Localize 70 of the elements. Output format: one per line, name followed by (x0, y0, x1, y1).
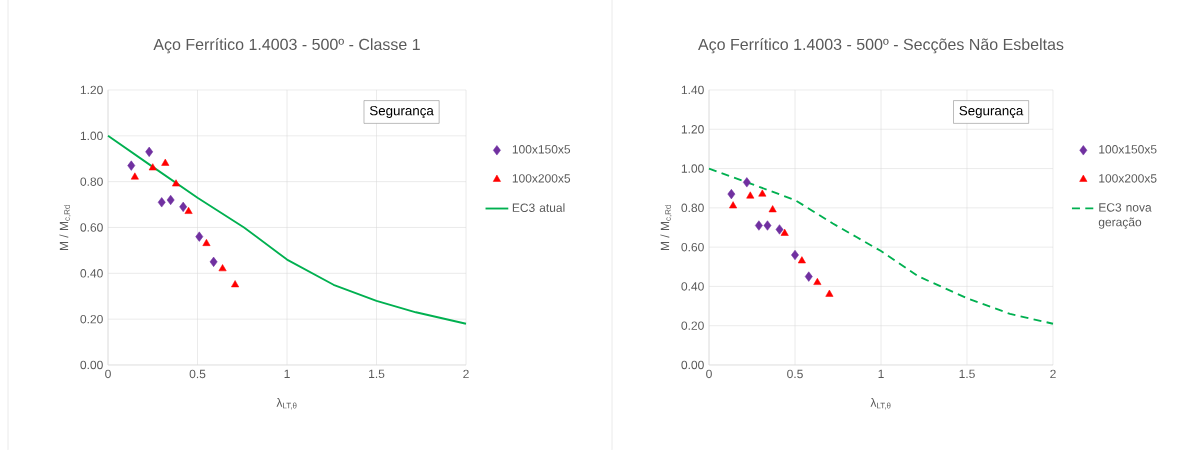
y-tick-label: 1.40 (681, 85, 704, 95)
y-tick-label: 0.80 (80, 177, 103, 186)
line-series (107, 134, 467, 325)
point (763, 220, 772, 231)
annotation: Segurança (959, 105, 1024, 119)
point (780, 228, 789, 236)
legend-label: 100x200x5 (1099, 174, 1157, 183)
y-tick-label: 0.00 (681, 360, 704, 370)
point (184, 206, 193, 214)
x-tick-label: 0.5 (787, 369, 803, 379)
point (804, 271, 813, 282)
point (729, 201, 738, 209)
annotation: Segurança (369, 105, 434, 119)
x-tick-label: 2 (1050, 369, 1056, 379)
x-tick-label: 1.5 (369, 369, 385, 379)
point (202, 238, 211, 246)
x-tick-label: 1.5 (959, 369, 975, 379)
y-tick-label: 1.20 (681, 125, 704, 134)
point (209, 256, 218, 267)
x-axis-title: λ$_{LT,θ}$ (276, 398, 297, 410)
y-axis-title: M / M$_{c,Rd}$ (59, 205, 71, 251)
point (148, 163, 157, 171)
point (172, 179, 180, 187)
y-tick-label: 0.40 (80, 269, 103, 278)
y-tick-label: 0.60 (80, 223, 103, 232)
x-tick-label: 0 (105, 369, 111, 379)
point (218, 264, 227, 272)
y-tick-label: 1.20 (80, 85, 103, 95)
x-tick-label: 1 (878, 369, 884, 378)
y-tick-label: 1.00 (681, 164, 704, 173)
legend-label: EC3 atual (512, 203, 565, 212)
point (813, 277, 822, 285)
point (775, 224, 784, 235)
point (746, 191, 755, 199)
point (231, 280, 240, 288)
point (825, 289, 834, 297)
chart-title: Aço Ferrítico 1.4003 - 500º - Secções Não Esbeltas (698, 38, 1064, 54)
line-series (708, 167, 1054, 325)
x-tick-label: 1 (284, 369, 290, 378)
y-tick-label: 0.60 (681, 242, 704, 252)
point (127, 160, 136, 171)
y-tick-label: 0.00 (80, 360, 103, 370)
point (166, 194, 175, 206)
point (195, 231, 204, 242)
y-tick-label: 0.80 (681, 203, 704, 213)
point (768, 205, 777, 213)
y-tick-label: 0.20 (80, 314, 103, 324)
y-tick-label: 0.20 (681, 321, 704, 330)
x-tick-label: 2 (463, 369, 469, 379)
point (742, 177, 751, 188)
legend-label: 100x150x5 (1099, 145, 1157, 154)
point (130, 172, 139, 180)
y-tick-label: 1.00 (80, 131, 103, 141)
chart-title: Aço Ferrítico 1.4003 - 500º - Classe 1 (153, 38, 420, 54)
y-tick-label: 0.40 (681, 282, 704, 291)
x-axis-title: λ$_{LT,θ}$ (870, 398, 891, 410)
point (161, 158, 170, 166)
x-tick-label: 0 (706, 369, 712, 379)
point (157, 197, 166, 208)
point (179, 201, 188, 212)
legend-label: EC3 nova geração (1098, 203, 1152, 229)
legend-label: 100x200x5 (512, 174, 571, 183)
point (755, 220, 763, 231)
y-axis-title: M / M$_{c,Rd}$ (660, 205, 672, 251)
legend-label: 100x150x5 (512, 145, 571, 154)
x-tick-label: 0.5 (189, 369, 206, 379)
point (797, 256, 806, 264)
point (758, 189, 767, 197)
point (145, 146, 154, 157)
point (727, 189, 736, 200)
